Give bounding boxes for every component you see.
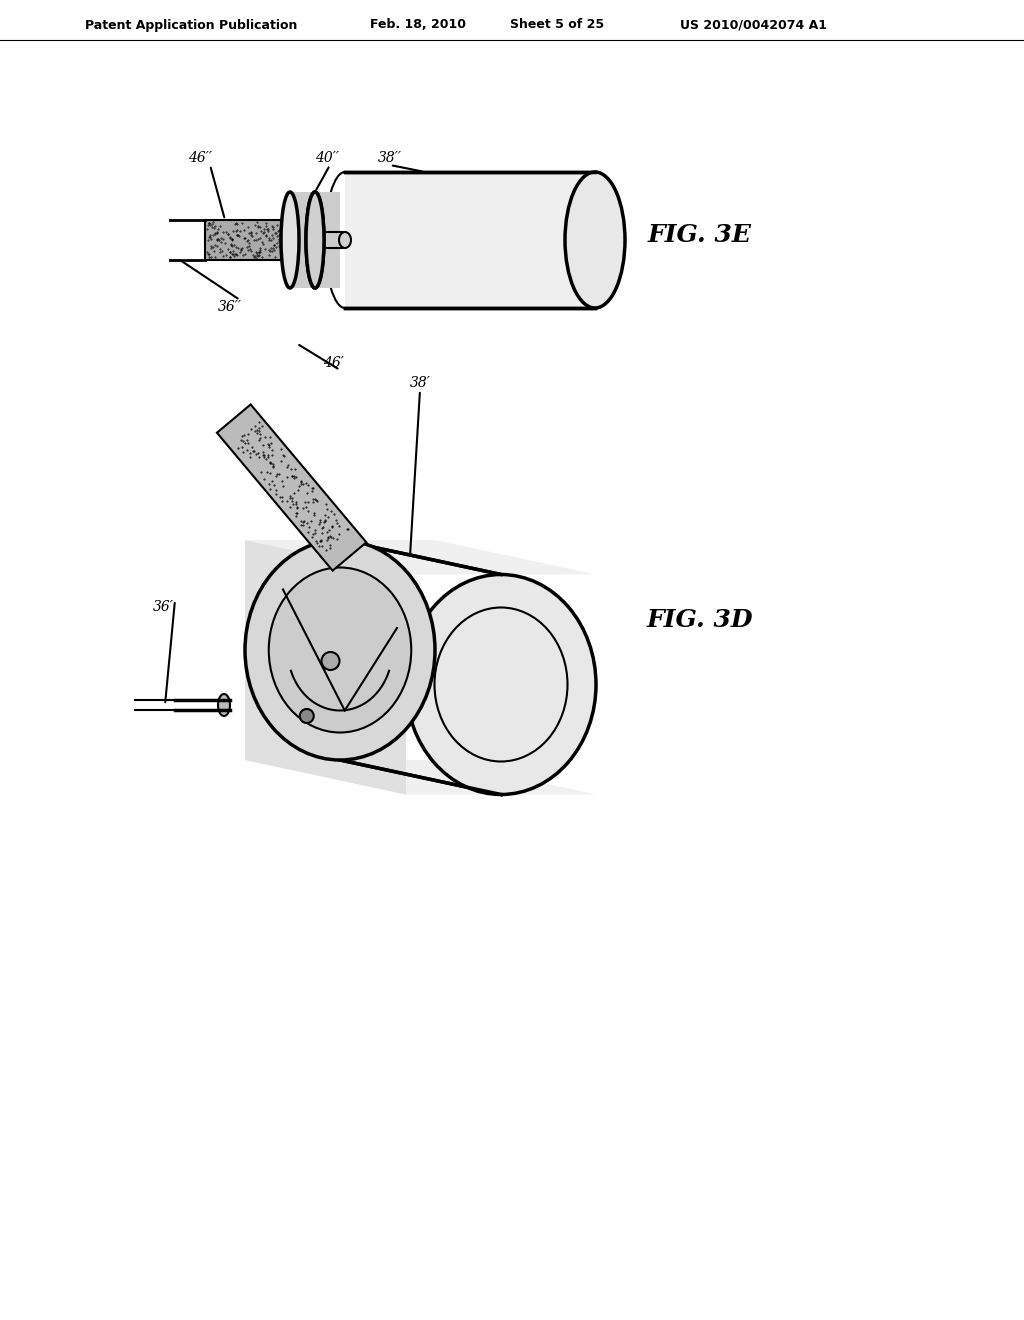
Text: US 2010/0042074 A1: US 2010/0042074 A1	[680, 18, 827, 32]
Ellipse shape	[300, 709, 313, 723]
Ellipse shape	[322, 652, 340, 671]
Ellipse shape	[268, 568, 412, 733]
Text: 36′: 36′	[153, 601, 173, 614]
Ellipse shape	[281, 191, 299, 288]
Text: Feb. 18, 2010: Feb. 18, 2010	[370, 18, 466, 32]
Text: Patent Application Publication: Patent Application Publication	[85, 18, 297, 32]
Text: FIG. 3E: FIG. 3E	[648, 223, 752, 247]
Polygon shape	[245, 540, 596, 574]
FancyBboxPatch shape	[290, 191, 340, 288]
Ellipse shape	[218, 694, 230, 715]
Ellipse shape	[311, 252, 318, 259]
Ellipse shape	[339, 232, 351, 248]
Ellipse shape	[245, 540, 435, 760]
FancyBboxPatch shape	[205, 220, 290, 260]
Polygon shape	[245, 760, 596, 795]
Text: FIG. 3D: FIG. 3D	[647, 609, 754, 632]
Ellipse shape	[306, 191, 324, 288]
Text: 38′: 38′	[410, 376, 430, 389]
Text: 36′′: 36′′	[218, 300, 242, 314]
Polygon shape	[245, 540, 406, 795]
Text: 46′′: 46′′	[188, 150, 212, 165]
Ellipse shape	[306, 191, 324, 288]
Text: 40′′: 40′′	[315, 150, 339, 165]
Polygon shape	[217, 404, 367, 570]
Ellipse shape	[565, 172, 625, 308]
FancyBboxPatch shape	[345, 172, 595, 308]
Text: Sheet 5 of 25: Sheet 5 of 25	[510, 18, 604, 32]
Text: 46′: 46′	[323, 356, 343, 370]
Text: 38′′: 38′′	[378, 150, 402, 165]
Ellipse shape	[311, 222, 318, 228]
Ellipse shape	[406, 574, 596, 795]
